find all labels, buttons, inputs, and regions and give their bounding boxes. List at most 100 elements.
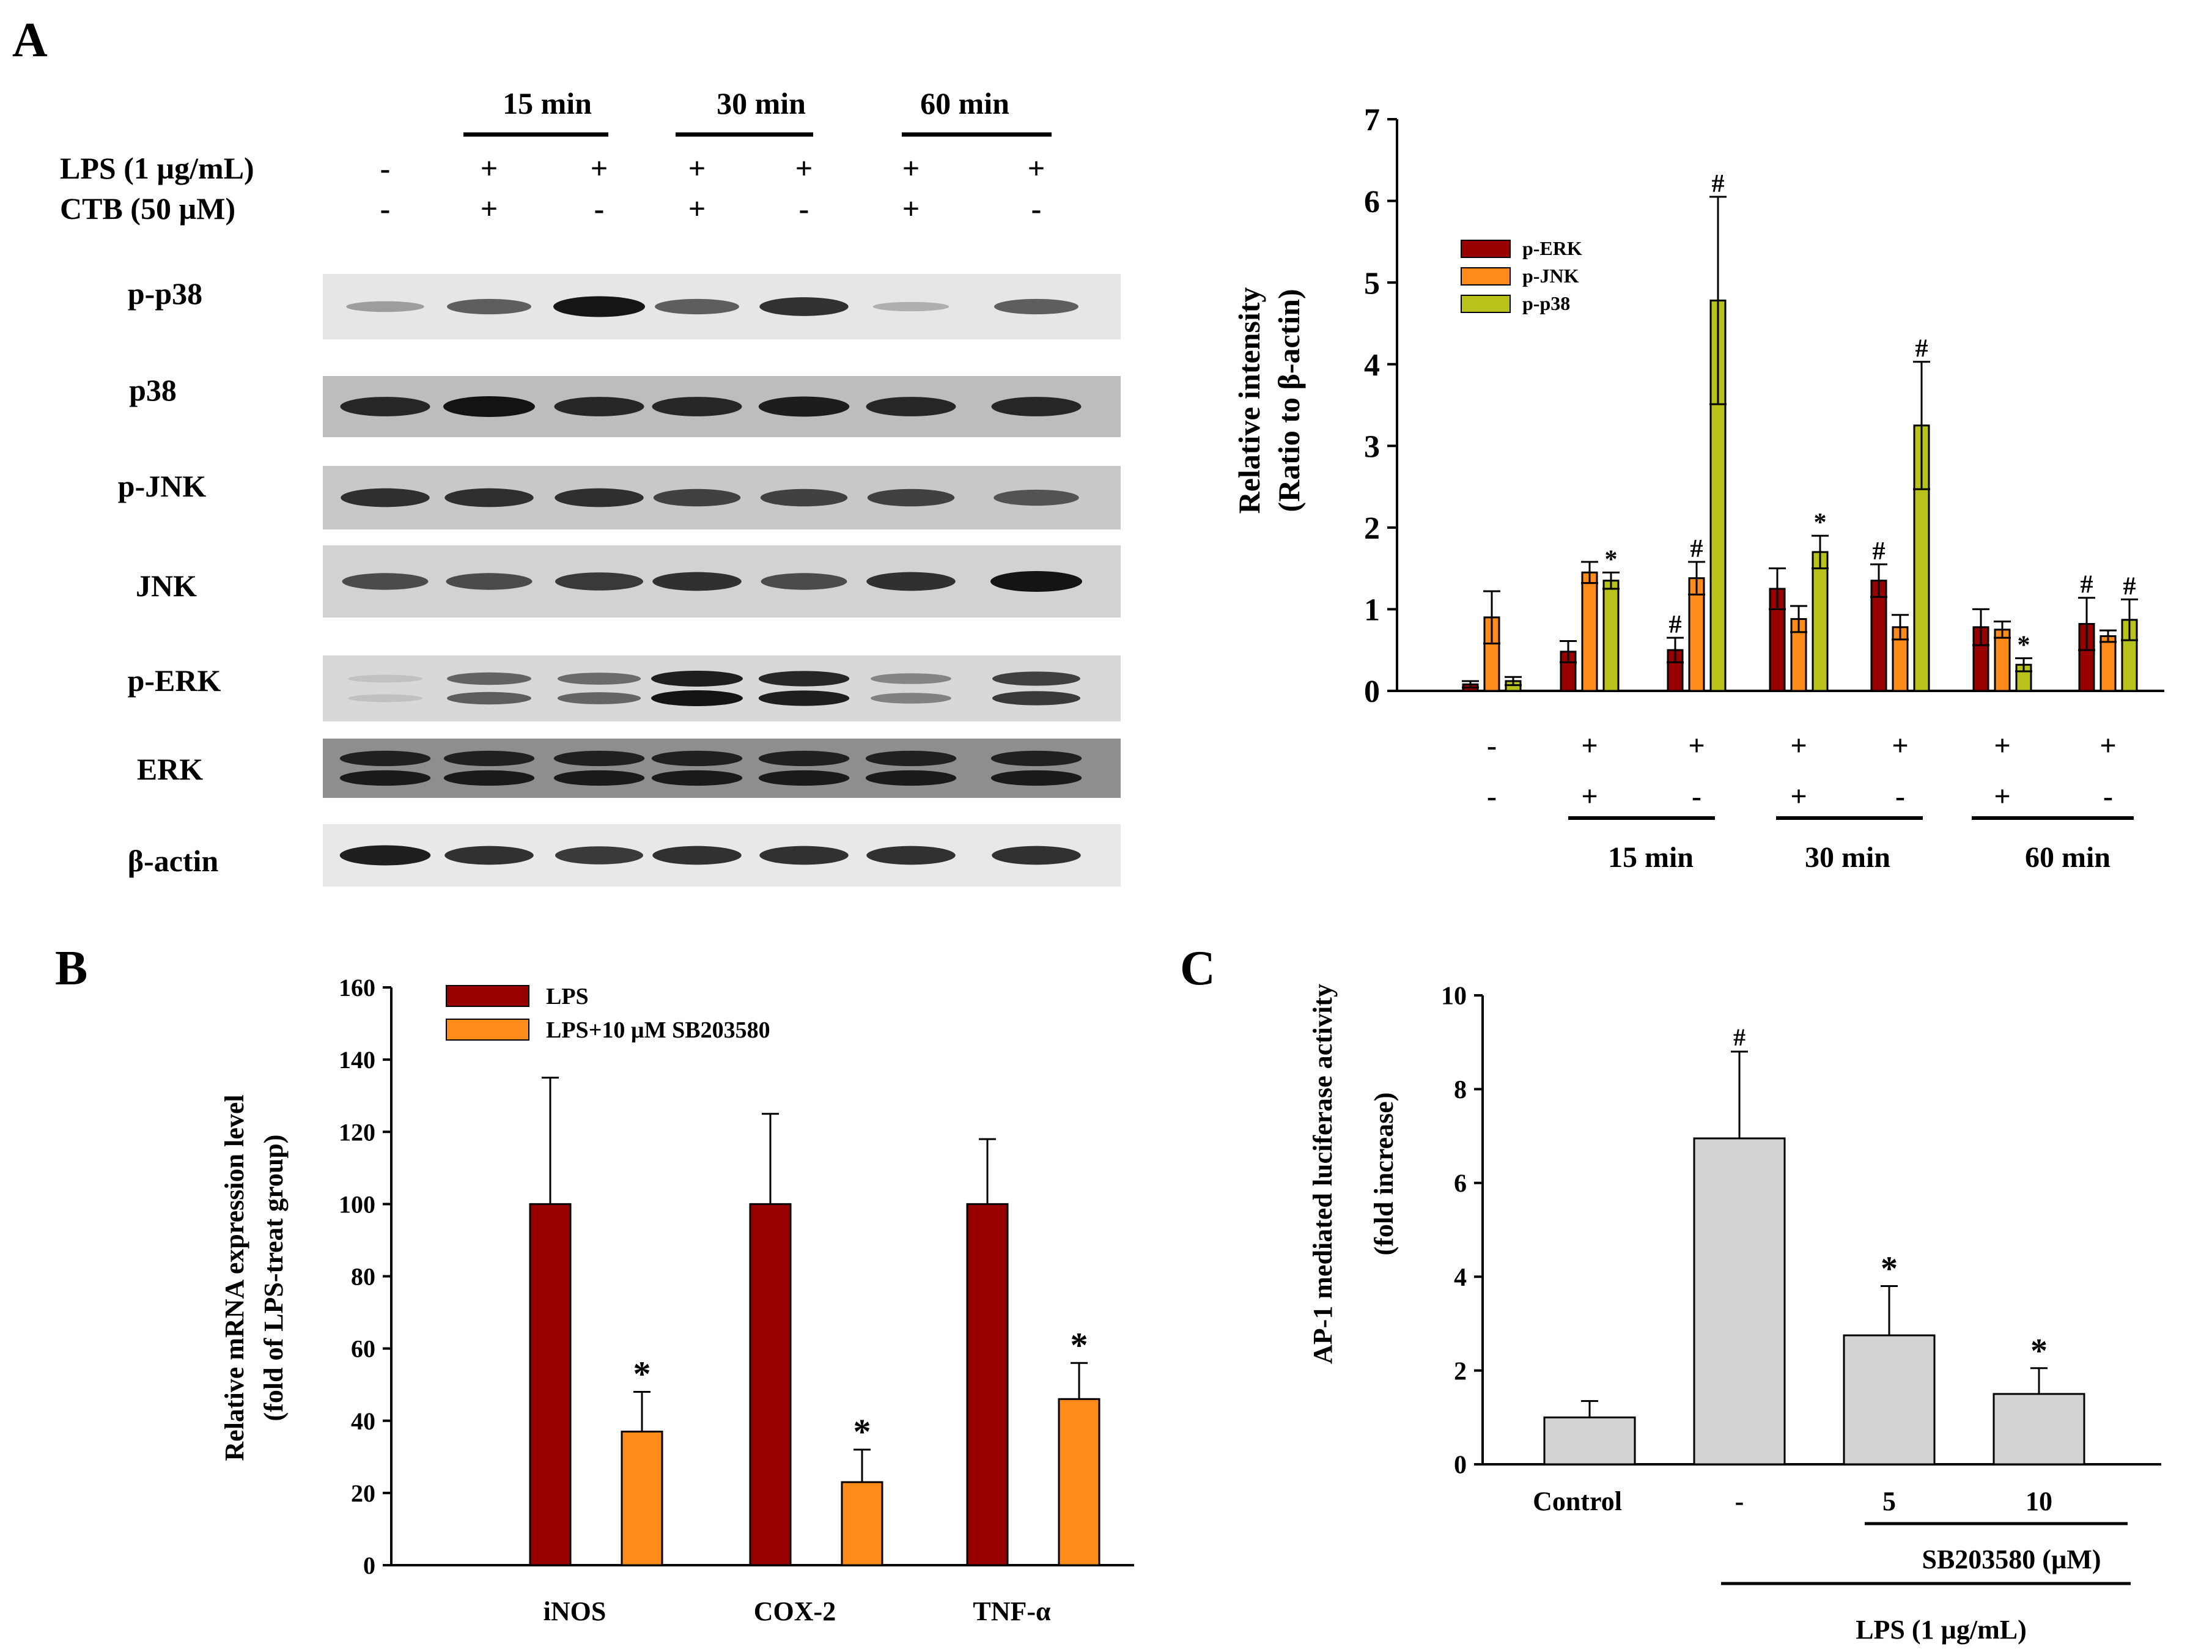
blot-band: [557, 692, 641, 704]
blot-band: [342, 573, 429, 590]
blot-treatment-sign: -: [799, 191, 809, 226]
chart-c-bracket-label: SB203580 (µM): [1922, 1544, 2101, 1574]
blot-band: [555, 572, 643, 591]
chart-a-legend-swatch: [1461, 240, 1511, 258]
blot-band: [871, 693, 951, 704]
blot-band: [446, 573, 533, 590]
panel-label-a: A: [12, 13, 48, 67]
chart-a-y-tick-label: 6: [1364, 185, 1380, 219]
blot-band: [866, 572, 956, 591]
chart-c-bracket-label: LPS (1 µg/mL): [1856, 1615, 2027, 1645]
chart-b-y-tick-label: 140: [339, 1046, 375, 1074]
chart-a-bar: [1602, 580, 1620, 692]
blot-band: [447, 298, 531, 315]
chart-b-bar: [966, 1203, 1009, 1566]
blot-treatment-label: LPS (1 µg/mL): [60, 151, 254, 185]
blot-treatment-sign: +: [481, 151, 498, 185]
chart-b-y-tick-label: 40: [351, 1407, 375, 1435]
chart-a-bar: [2015, 663, 2032, 692]
chart-b-y-tick-label: 160: [339, 974, 375, 1001]
blot-treatment-sign: +: [688, 191, 706, 226]
blot-band: [553, 770, 645, 786]
chart-a-row2-sign: +: [1994, 780, 2010, 813]
blot-band: [992, 691, 1080, 706]
blot-band: [444, 488, 534, 507]
chart-c-y-axis-label-line2: (fold increase): [1369, 1093, 1399, 1256]
chart-b-y-tick-label: 20: [351, 1480, 375, 1507]
blot-treatment-sign: -: [1031, 191, 1042, 226]
chart-a-row2-sign: -: [1895, 780, 1905, 813]
blot-band: [992, 846, 1081, 865]
chart-a-legend-label: p-JNK: [1522, 265, 1579, 287]
blot-treatment-sign: +: [902, 191, 920, 226]
blot-band: [652, 846, 742, 865]
panel-label-b: B: [55, 942, 87, 995]
chart-b-bar: [841, 1481, 883, 1566]
blot-band: [339, 845, 431, 866]
blot-band: [339, 770, 431, 786]
blot-band: [992, 671, 1080, 686]
blot-band: [990, 571, 1082, 592]
chart-a-bar: [2100, 635, 2117, 692]
blot-time-label: 60 min: [920, 86, 1009, 120]
chart-b-x-tick-label: TNF-α: [973, 1596, 1051, 1626]
chart-a-y-axis-label: Relative intensity: [1232, 287, 1266, 514]
blot-band: [340, 397, 430, 416]
chart-a-time-label: 30 min: [1805, 841, 1890, 874]
chart-a-bar: [1870, 580, 1887, 692]
chart-a-row2-sign: -: [1692, 780, 1701, 813]
chart-b-legend-swatch: [446, 985, 529, 1007]
chart-a-significance-mark: *: [2018, 632, 2030, 660]
chart-b-y-axis-label-line2: (fold of LPS-treat group): [259, 1135, 289, 1422]
blot-band: [443, 750, 535, 767]
blot-band: [759, 297, 849, 316]
chart-c-bar: [1843, 1334, 1936, 1466]
chart-b-bar: [1058, 1398, 1100, 1566]
blot-band: [865, 750, 957, 767]
blot-band: [651, 671, 743, 687]
chart-a-row1-sign: +: [1790, 729, 1807, 762]
chart-a-bar: [1581, 571, 1598, 692]
chart-b-bar: [529, 1203, 572, 1566]
blot-row-label: β-actin: [128, 844, 219, 878]
chart-c-bar: [1693, 1137, 1786, 1466]
blot-band: [339, 750, 431, 767]
chart-b-y-tick-label: 100: [339, 1190, 375, 1218]
chart-a-bar: [1913, 424, 1930, 692]
chart-a-y-axis-label-line2: (Ratio to β-actin): [1272, 289, 1306, 512]
chart-a-significance-mark: #: [1915, 335, 1928, 363]
blot-band: [346, 301, 424, 312]
blot-row-label: p-p38: [128, 276, 202, 311]
blot-band: [994, 298, 1078, 315]
western-blot-panel: 15 min 30 min 60 min LPS (1 µg/mL) - + + + + + + CT…: [60, 86, 1121, 887]
blot-band: [990, 750, 1082, 767]
chart-b-legend-label: LPS+10 µM SB203580: [546, 1017, 770, 1043]
chart-c-x-tick-label: 10: [2026, 1486, 2052, 1516]
blot-band: [557, 673, 641, 685]
chart-a-row1-sign: -: [1487, 729, 1497, 762]
blot-band: [867, 489, 955, 507]
blot-band: [447, 672, 531, 685]
blot-row-label: p38: [129, 373, 177, 407]
chart-a-significance-mark: #: [2123, 572, 2136, 600]
chart-a-time-label: 15 min: [1608, 841, 1694, 874]
blot-band: [652, 397, 742, 416]
blot-band: [991, 397, 1082, 416]
chart-a-legend-swatch: [1461, 267, 1511, 286]
chart-b-y-tick-label: 0: [363, 1552, 375, 1579]
chart-b-y-tick-label: 120: [339, 1118, 375, 1146]
blot-strip: [323, 739, 1121, 798]
chart-c-bar: [1993, 1393, 2085, 1466]
chart-a-row1-sign: +: [2100, 729, 2116, 762]
blot-treatment-sign: +: [481, 191, 498, 226]
blot-band: [760, 489, 848, 507]
blot-row-label: ERK: [137, 752, 203, 786]
blot-treatment-sign: -: [380, 191, 391, 226]
chart-c-y-tick-label: 10: [1441, 983, 1467, 1011]
blot-treatment-sign: +: [795, 151, 813, 185]
chart-a-legend-swatch: [1461, 295, 1511, 313]
chart-a-y-tick-label: 5: [1364, 266, 1380, 301]
blot-band: [872, 301, 949, 312]
blot-band: [554, 397, 644, 416]
